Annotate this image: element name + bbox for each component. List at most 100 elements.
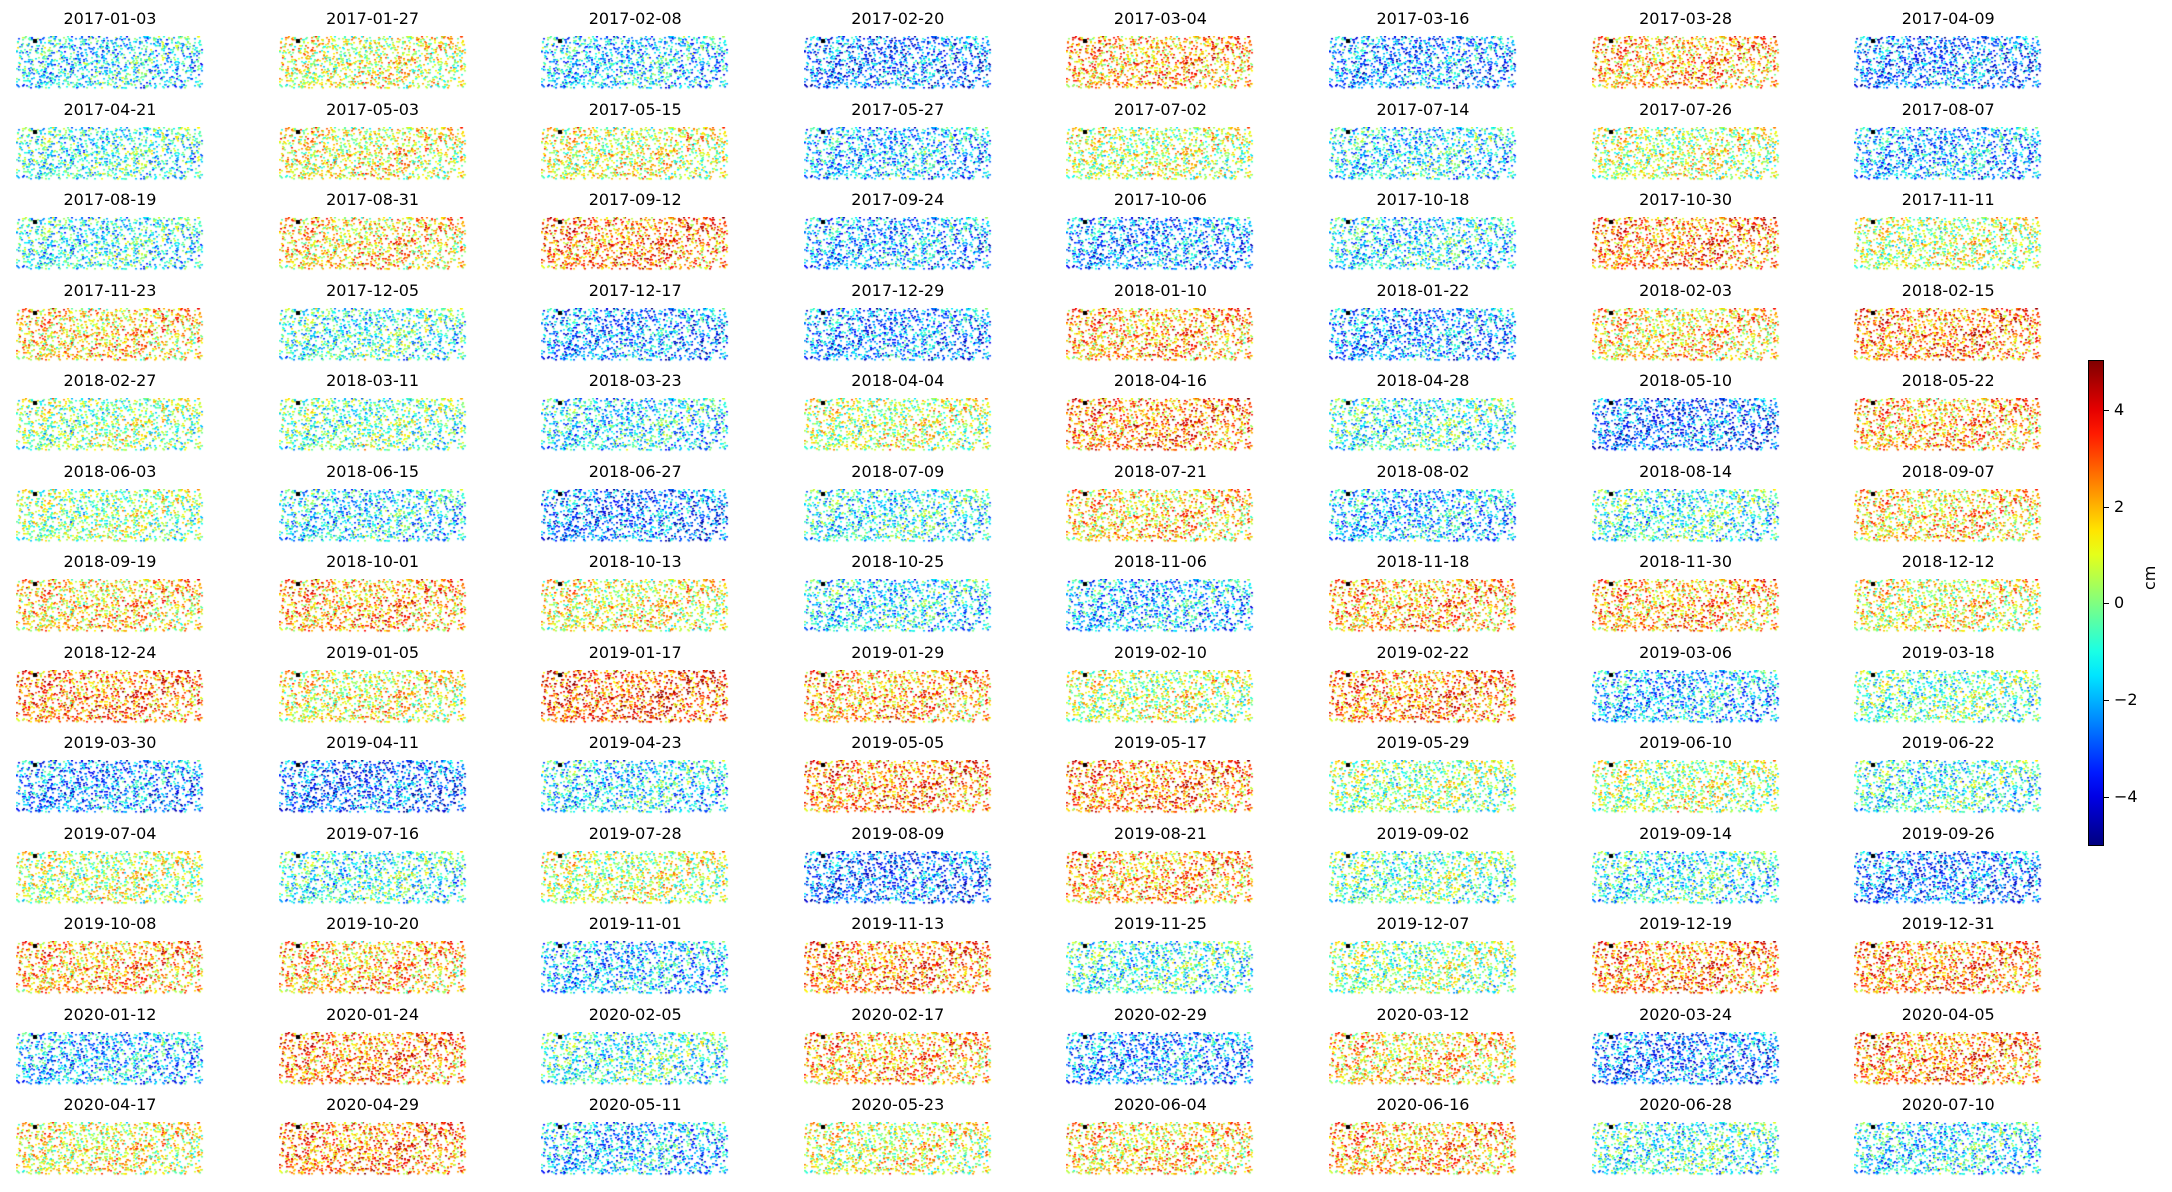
- panel-2017-05-03: 2017-05-03: [278, 99, 467, 185]
- panel-2017-04-09: 2017-04-09: [1854, 8, 2043, 94]
- panel-title: 2018-10-25: [851, 552, 945, 571]
- panel-2019-02-10: 2019-02-10: [1066, 642, 1255, 728]
- panel-title: 2020-02-29: [1113, 1004, 1207, 1024]
- panel-title: 2019-02-10: [1113, 642, 1207, 662]
- displacement-map: [1591, 488, 1780, 543]
- displacement-map: [1854, 488, 2043, 543]
- panel-2019-12-07: 2019-12-07: [1329, 913, 1517, 999]
- panel-title: 2017-01-03: [63, 9, 157, 28]
- displacement-map: [1854, 126, 2043, 181]
- panel-2019-01-29: 2019-01-29: [803, 642, 992, 728]
- displacement-map: [1066, 398, 1255, 452]
- panel-2018-12-24: 2018-12-24: [16, 642, 204, 728]
- panel-title: 2019-10-20: [326, 914, 420, 933]
- panel-2017-08-31: 2017-08-31: [278, 189, 467, 275]
- displacement-map: [1329, 760, 1517, 814]
- displacement-map: [16, 307, 204, 362]
- panel-2020-06-28: 2020-06-28: [1591, 1094, 1780, 1180]
- panel-title: 2018-09-07: [1901, 461, 1995, 481]
- panel-title: 2017-07-02: [1113, 99, 1207, 119]
- panel-title: 2019-09-02: [1376, 823, 1470, 843]
- panel-title: 2017-10-06: [1113, 190, 1207, 209]
- panel-title: 2018-08-14: [1639, 461, 1733, 481]
- panel-2017-05-27: 2017-05-27: [803, 99, 992, 185]
- panel-2017-07-26: 2017-07-26: [1591, 99, 1780, 185]
- panel-title: 2020-07-10: [1901, 1095, 1995, 1114]
- panel-title: 2018-03-23: [588, 371, 682, 390]
- panel-2019-01-05: 2019-01-05: [278, 642, 467, 728]
- panel-title: 2019-05-05: [851, 733, 945, 752]
- panel-2018-06-03: 2018-06-03: [16, 461, 204, 547]
- panel-title: 2018-04-28: [1376, 371, 1470, 390]
- panel-title: 2017-03-28: [1639, 9, 1733, 28]
- displacement-map: [803, 217, 992, 271]
- displacement-map: [1329, 1031, 1517, 1086]
- panel-title: 2020-02-17: [851, 1004, 945, 1024]
- colorbar-ticklabel-0: 0: [2114, 593, 2125, 612]
- panel-2019-11-25: 2019-11-25: [1066, 913, 1255, 999]
- displacement-map: [541, 126, 730, 181]
- panel-2019-06-22: 2019-06-22: [1854, 732, 2043, 818]
- panel-2020-03-24: 2020-03-24: [1591, 1004, 1780, 1090]
- colorbar-ticklabel-m2: −2: [2114, 690, 2138, 709]
- displacement-map: [278, 669, 467, 724]
- displacement-map: [1591, 217, 1780, 271]
- panel-2020-05-23: 2020-05-23: [803, 1094, 992, 1180]
- panel-2020-05-11: 2020-05-11: [541, 1094, 730, 1180]
- panel-title: 2017-03-16: [1376, 9, 1470, 28]
- displacement-map: [1066, 217, 1255, 271]
- displacement-map: [278, 1122, 467, 1176]
- displacement-map: [16, 1122, 204, 1176]
- panel-title: 2018-02-27: [63, 371, 157, 390]
- displacement-map: [278, 307, 467, 362]
- panel-title: 2019-12-07: [1376, 914, 1470, 933]
- panel-title: 2017-10-30: [1639, 190, 1733, 209]
- panel-title: 2019-07-04: [63, 823, 157, 843]
- panel-title: 2017-12-05: [326, 280, 420, 300]
- panel-2018-01-22: 2018-01-22: [1329, 280, 1517, 366]
- displacement-map: [803, 307, 992, 362]
- panel-title: 2019-01-17: [588, 642, 682, 662]
- panel-2018-04-16: 2018-04-16: [1066, 370, 1255, 456]
- panel-title: 2019-12-19: [1639, 914, 1733, 933]
- panel-title: 2017-07-26: [1639, 99, 1733, 119]
- panel-title: 2018-11-18: [1376, 552, 1470, 571]
- displacement-map: [1066, 1122, 1255, 1176]
- panel-2019-09-02: 2019-09-02: [1329, 823, 1517, 909]
- panel-title: 2018-01-10: [1113, 280, 1207, 300]
- displacement-map: [1066, 579, 1255, 633]
- panel-2018-04-04: 2018-04-04: [803, 370, 992, 456]
- colorbar-tick-m4: [2103, 797, 2109, 798]
- displacement-map: [541, 941, 730, 995]
- panel-title: 2020-04-05: [1901, 1004, 1995, 1024]
- displacement-map: [1854, 850, 2043, 905]
- panel-2017-12-17: 2017-12-17: [541, 280, 730, 366]
- displacement-map: [541, 760, 730, 814]
- panel-title: 2018-09-19: [63, 552, 157, 571]
- panel-title: 2018-10-01: [326, 552, 420, 571]
- panel-title: 2020-04-17: [63, 1095, 157, 1114]
- panel-2019-01-17: 2019-01-17: [541, 642, 730, 728]
- panel-2018-09-07: 2018-09-07: [1854, 461, 2043, 547]
- colorbar-tick-0: [2103, 603, 2109, 604]
- panel-title: 2018-01-22: [1376, 280, 1470, 300]
- panel-title: 2018-08-02: [1376, 461, 1470, 481]
- colorbar-label: cm: [2140, 565, 2159, 590]
- displacement-map: [1854, 217, 2043, 271]
- displacement-map: [16, 669, 204, 724]
- panel-2018-10-13: 2018-10-13: [541, 551, 730, 637]
- displacement-map: [1066, 760, 1255, 814]
- panel-title: 2019-07-28: [588, 823, 682, 843]
- displacement-map: [541, 307, 730, 362]
- panel-2019-10-08: 2019-10-08: [16, 913, 204, 999]
- panel-2020-02-05: 2020-02-05: [541, 1004, 730, 1090]
- panel-title: 2017-05-27: [851, 99, 945, 119]
- displacement-map: [1591, 669, 1780, 724]
- panel-title: 2019-11-25: [1113, 914, 1207, 933]
- displacement-map: [541, 36, 730, 90]
- panel-title: 2017-12-29: [851, 280, 945, 300]
- panel-title: 2017-08-19: [63, 190, 157, 209]
- displacement-map: [278, 760, 467, 814]
- panel-title: 2019-06-10: [1639, 733, 1733, 752]
- displacement-map: [803, 579, 992, 633]
